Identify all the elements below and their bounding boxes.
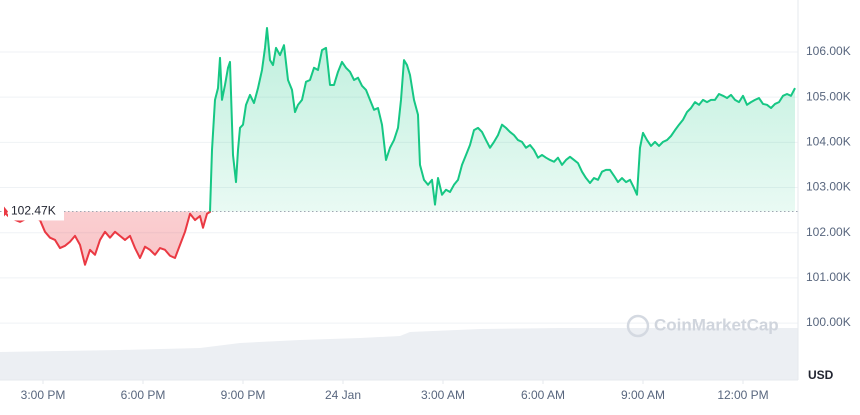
x-tick-label: 24 Jan xyxy=(325,388,361,402)
x-tick-label: 6:00 AM xyxy=(521,388,565,402)
baseline-label: 102.47K xyxy=(11,204,56,218)
baseline-label-bg xyxy=(8,202,64,221)
x-tick-label: 3:00 PM xyxy=(21,388,66,402)
y-tick-label: 101.00K xyxy=(806,270,851,284)
x-tick-label: 9:00 AM xyxy=(621,388,665,402)
currency-label: USD xyxy=(808,368,834,382)
y-tick-label: 105.00K xyxy=(806,89,851,103)
x-tick-label: 6:00 PM xyxy=(121,388,166,402)
y-tick-label: 104.00K xyxy=(806,135,851,149)
watermark: CoinMarketCap xyxy=(626,314,779,338)
price-line-down xyxy=(4,211,212,266)
baseline-marker xyxy=(4,206,8,217)
x-tick-label: 9:00 PM xyxy=(221,388,266,402)
y-tick-label: 106.00K xyxy=(806,44,851,58)
volume-area xyxy=(0,328,798,380)
y-tick-label: 100.00K xyxy=(806,315,851,329)
y-tick-label: 102.00K xyxy=(806,225,851,239)
x-tick-label: 12:00 PM xyxy=(717,388,768,402)
area-up xyxy=(210,28,795,212)
watermark-text: CoinMarketCap xyxy=(654,315,779,334)
y-tick-label: 103.00K xyxy=(806,180,851,194)
price-line-up xyxy=(208,27,796,212)
x-tick-label: 3:00 AM xyxy=(421,388,465,402)
